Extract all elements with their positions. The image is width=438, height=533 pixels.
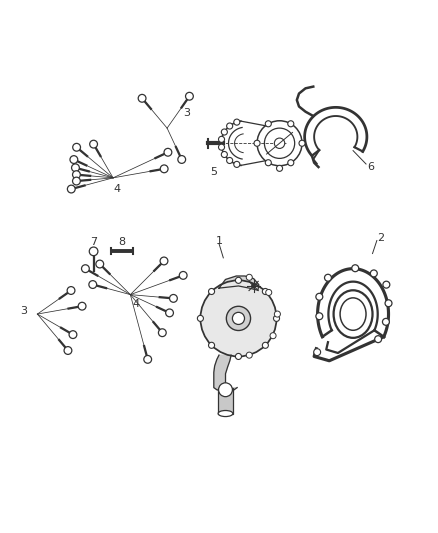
Circle shape	[170, 295, 177, 302]
Circle shape	[64, 346, 72, 354]
Circle shape	[382, 318, 389, 325]
Circle shape	[90, 140, 98, 148]
Circle shape	[89, 281, 97, 288]
Circle shape	[71, 164, 79, 172]
Circle shape	[69, 330, 77, 338]
Circle shape	[160, 165, 168, 173]
Circle shape	[234, 119, 240, 125]
Circle shape	[221, 151, 227, 158]
Circle shape	[234, 161, 240, 167]
Circle shape	[178, 156, 186, 163]
Ellipse shape	[218, 410, 233, 417]
Circle shape	[219, 383, 233, 397]
Circle shape	[164, 148, 172, 156]
Circle shape	[208, 288, 215, 295]
Circle shape	[70, 156, 78, 164]
Text: 3: 3	[20, 305, 27, 316]
Circle shape	[246, 274, 252, 280]
Circle shape	[236, 353, 241, 359]
Text: 8: 8	[118, 237, 125, 247]
Circle shape	[299, 140, 305, 146]
Circle shape	[78, 302, 86, 310]
Circle shape	[221, 129, 227, 135]
Circle shape	[166, 309, 173, 317]
Polygon shape	[214, 355, 237, 391]
Circle shape	[274, 311, 280, 317]
Circle shape	[262, 342, 268, 349]
Circle shape	[208, 342, 215, 349]
Circle shape	[236, 277, 241, 284]
Circle shape	[270, 333, 276, 338]
Circle shape	[73, 177, 80, 185]
Text: 7: 7	[90, 237, 97, 247]
Circle shape	[374, 336, 381, 343]
Circle shape	[251, 284, 256, 288]
Circle shape	[159, 329, 166, 337]
Circle shape	[273, 316, 279, 321]
Circle shape	[179, 271, 187, 279]
Circle shape	[265, 121, 271, 127]
Circle shape	[144, 356, 152, 364]
Circle shape	[325, 274, 332, 281]
Circle shape	[226, 157, 233, 164]
Text: 5: 5	[210, 167, 217, 177]
Circle shape	[254, 140, 260, 146]
Polygon shape	[219, 276, 259, 290]
Circle shape	[81, 265, 89, 272]
Circle shape	[226, 306, 251, 330]
Text: 2: 2	[378, 233, 385, 244]
Circle shape	[274, 138, 285, 149]
Circle shape	[316, 313, 323, 320]
Text: 3: 3	[183, 108, 190, 118]
Circle shape	[73, 171, 80, 179]
Text: 4: 4	[114, 184, 121, 193]
Circle shape	[67, 287, 75, 294]
Circle shape	[73, 143, 81, 151]
Circle shape	[96, 260, 104, 268]
Circle shape	[314, 349, 321, 356]
Circle shape	[246, 352, 252, 358]
Text: 4: 4	[132, 299, 139, 309]
Circle shape	[371, 270, 377, 277]
Circle shape	[186, 92, 193, 100]
Circle shape	[262, 288, 268, 295]
Text: 1: 1	[215, 237, 223, 246]
Circle shape	[89, 247, 98, 256]
Circle shape	[138, 94, 146, 102]
Circle shape	[198, 316, 203, 321]
Circle shape	[226, 123, 233, 129]
Circle shape	[67, 185, 75, 193]
Circle shape	[385, 300, 392, 306]
Circle shape	[276, 165, 283, 172]
Circle shape	[219, 144, 225, 150]
Bar	[218, 389, 233, 414]
Circle shape	[316, 293, 323, 300]
Circle shape	[265, 160, 271, 166]
Circle shape	[219, 136, 225, 142]
Circle shape	[233, 312, 244, 325]
Circle shape	[352, 265, 359, 272]
Circle shape	[160, 257, 168, 265]
Circle shape	[201, 280, 276, 357]
Text: 6: 6	[367, 162, 374, 172]
Circle shape	[383, 281, 390, 288]
Circle shape	[288, 121, 294, 127]
Circle shape	[266, 289, 272, 295]
Circle shape	[288, 160, 294, 166]
